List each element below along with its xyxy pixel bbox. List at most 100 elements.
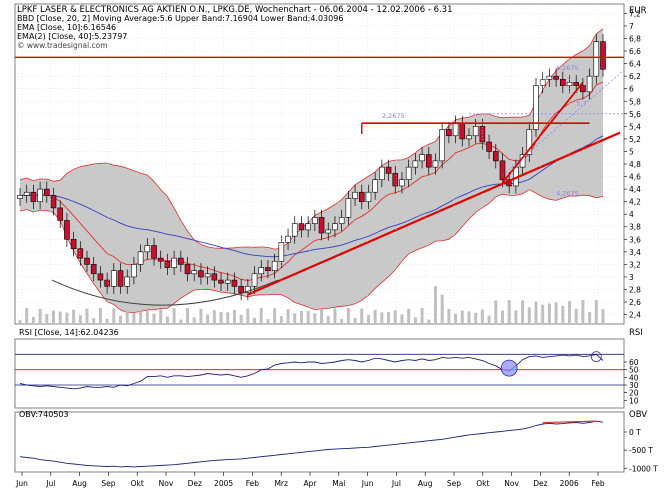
price-tick-label: 2,6 <box>629 298 641 307</box>
volume-bar <box>400 314 404 324</box>
price-tick-label: 2,4 <box>629 311 641 320</box>
candle-body <box>211 273 218 281</box>
volume-bar <box>474 312 478 324</box>
currency-label: EUR <box>629 6 647 16</box>
upper-band-line <box>19 28 604 250</box>
x-tick-label: Sep <box>447 479 461 488</box>
candle-body <box>291 223 298 237</box>
obv-tick-label: -500 T <box>629 446 653 455</box>
candle-body <box>271 260 278 271</box>
volume-bar <box>179 319 183 324</box>
candle-body <box>412 160 419 168</box>
volume-bar <box>125 309 129 324</box>
price-tick-label: 3,2 <box>629 260 641 269</box>
volume-bar <box>18 320 22 324</box>
volume-bar <box>212 310 216 324</box>
candle-body <box>285 235 291 243</box>
candle-body <box>131 264 137 278</box>
ema10-legend: EMA [Close, 10]:6.16546 <box>17 23 116 32</box>
volume-bar <box>293 313 297 324</box>
obv-label: OBV:740503 <box>19 410 69 419</box>
volume-bar <box>380 312 384 324</box>
price-tick-label: 3,6 <box>629 235 641 244</box>
volume-bar <box>346 308 350 324</box>
volume-bar <box>206 314 210 324</box>
volume-bar <box>105 318 109 324</box>
candle-body <box>352 191 358 199</box>
price-tick-label: 6,4 <box>629 60 641 69</box>
volume-bar <box>172 308 176 324</box>
candle-body <box>325 229 332 234</box>
candle-body <box>90 264 97 275</box>
candle-body <box>137 251 144 265</box>
x-tick-label: 2006 <box>560 479 579 488</box>
price-tick-label: 4,2 <box>629 198 641 207</box>
candle-body <box>258 267 265 275</box>
price-tick-label: 6,2 <box>629 72 641 81</box>
volume-bar <box>52 310 56 324</box>
price-tick-label: 5,6 <box>629 110 641 119</box>
candle-body <box>124 276 131 287</box>
rsi-highlight-circle-small <box>590 351 602 363</box>
x-tick-label: Nov <box>159 479 174 488</box>
volume-bar <box>72 309 76 324</box>
candle-body <box>164 260 171 268</box>
x-tick-label: Jul <box>45 479 55 488</box>
candle-body <box>472 126 479 137</box>
volume-bar <box>393 310 397 324</box>
volume-bar <box>554 302 558 324</box>
candle-body <box>70 238 77 250</box>
volume-bar <box>31 316 35 324</box>
candle-body <box>318 217 325 234</box>
obv-axis-title: OBV <box>629 410 647 420</box>
candle-body <box>191 270 198 275</box>
volume-bar <box>38 308 42 324</box>
candle-body <box>479 126 486 143</box>
volume-bar <box>286 309 290 324</box>
volume-bar <box>119 315 123 324</box>
volume-bar <box>159 309 163 324</box>
rsi-highlight-circle <box>500 359 518 377</box>
candle-body <box>305 223 311 231</box>
candle-body <box>559 78 566 86</box>
price-tick-label: 4 <box>629 210 634 219</box>
candle-body <box>358 191 365 202</box>
candle-body <box>399 179 405 187</box>
rsi-tick-label: 60 <box>629 358 639 367</box>
volume-bar <box>561 305 565 324</box>
volume-bar <box>226 312 230 324</box>
candle-body <box>97 273 104 281</box>
volume-bar <box>239 314 243 324</box>
volume-bar <box>145 310 149 324</box>
volume-bar <box>460 310 464 324</box>
candle-body <box>184 264 191 275</box>
obv-panel: 0 T -500 T -1000 T <box>14 411 658 473</box>
obv-line <box>19 420 604 468</box>
chart-title: LPKF LASER & ELECTRONICS AG AKTIEN O.N.,… <box>17 5 453 15</box>
volume-bar <box>259 308 263 324</box>
rsi-tick-label: 40 <box>629 373 639 382</box>
rounding-bottom-arc <box>51 279 279 306</box>
x-tick-label: Feb <box>591 479 605 488</box>
x-axis: Jun Jul Aug Sep Okt Nov Dez 2005 Feb Mrz Apr Mai Jun… <box>15 4 605 488</box>
candle-body <box>238 286 244 293</box>
volume-bar <box>480 309 484 324</box>
candle-body <box>245 286 251 293</box>
volume-bar <box>299 310 303 324</box>
obv-plot-frame <box>14 411 625 473</box>
volume-bar <box>387 311 391 324</box>
volume-bar <box>500 310 504 324</box>
candle-body <box>486 141 492 152</box>
candle-body <box>231 279 238 287</box>
price-tick-label: 5,4 <box>629 122 641 131</box>
volume-bar <box>132 312 136 324</box>
volume-bar <box>199 308 203 324</box>
volume-bar <box>547 303 551 324</box>
candle-body <box>57 207 64 221</box>
volume-bar <box>273 308 277 324</box>
candle-body <box>432 160 439 168</box>
trendline-main <box>247 131 621 296</box>
